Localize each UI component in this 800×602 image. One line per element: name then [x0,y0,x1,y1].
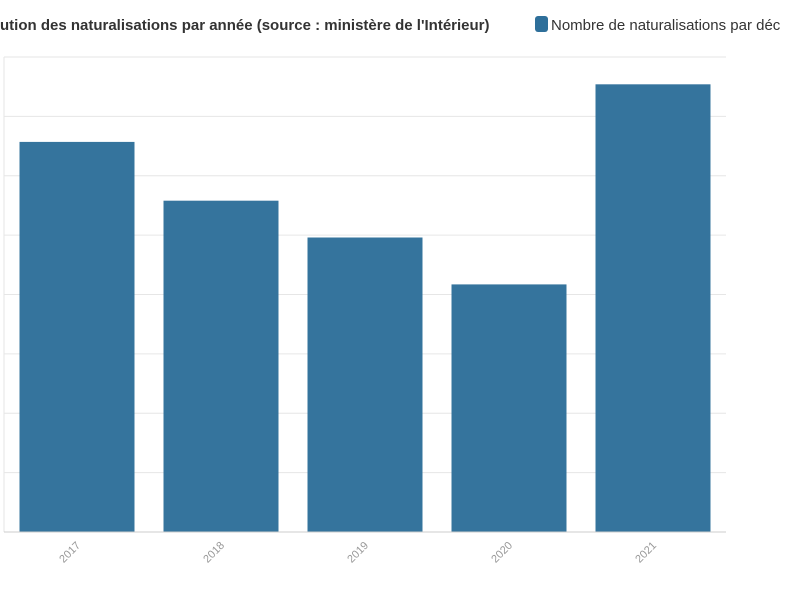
bars [19,84,711,533]
bar-2021[interactable] [595,84,711,532]
x-tick-label: 2020 [489,540,515,566]
x-tick-labels: 2017 2018 2019 2020 2021 [57,540,659,566]
bar-2019[interactable] [307,237,423,533]
x-tick-label: 2017 [57,540,83,566]
x-tick-label: 2019 [345,540,371,566]
legend-swatch [535,16,548,32]
chart-title: ution des naturalisations par année (sou… [0,17,490,34]
x-tick-label: 2021 [633,540,659,566]
bar-2018[interactable] [163,200,279,532]
legend: Nombre de naturalisations par déc [535,16,781,34]
bar-2020[interactable] [451,284,567,532]
bar-2017[interactable] [19,141,135,532]
x-tick-label: 2018 [201,540,227,566]
legend-label: Nombre de naturalisations par déc [551,17,781,34]
